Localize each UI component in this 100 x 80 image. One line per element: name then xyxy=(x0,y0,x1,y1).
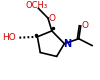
Text: N: N xyxy=(63,39,71,49)
Text: OCH₃: OCH₃ xyxy=(25,1,48,10)
Text: HO: HO xyxy=(2,33,16,42)
Text: O: O xyxy=(48,14,55,23)
Text: O: O xyxy=(81,21,88,30)
